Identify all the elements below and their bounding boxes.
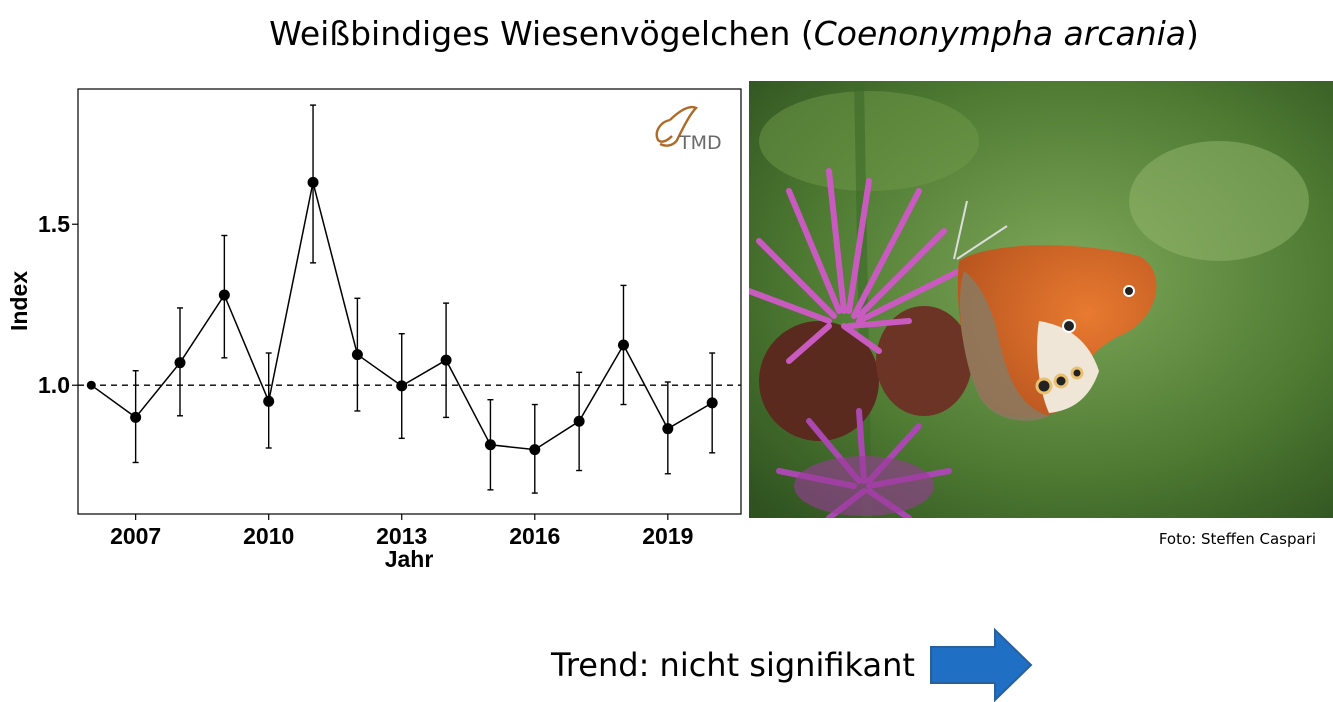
page-title: Weißbindiges Wiesenvögelchen (Coenonymph… [0,14,1333,53]
trend-indicator: Trend: nicht signifikant [551,628,1033,702]
x-tick-label: 2019 [642,523,693,549]
data-point [307,176,319,188]
x-tick-label: 2007 [110,523,161,549]
data-point [706,397,718,409]
flower-head-icon [749,168,982,518]
plot-frame [77,88,742,515]
data-point [573,415,585,427]
trend-label: Trend: nicht signifikant [551,646,915,684]
tmd-logo: TMD [655,105,722,154]
butterfly-icon [953,200,1157,421]
data-point [130,411,142,423]
y-axis-label: Index [6,271,32,331]
title-species: Coenonympha arcania [813,14,1186,53]
logo-text: TMD [678,132,722,154]
title-suffix: ) [1186,14,1199,53]
data-point [440,354,452,366]
data-point [396,380,408,392]
data-point [351,349,363,361]
title-prefix: Weißbindiges Wiesenvögelchen ( [269,14,814,53]
trend-arrow-icon [929,628,1033,702]
x-tick-label: 2016 [509,523,560,549]
butterfly-photo [749,81,1333,518]
data-point [484,439,496,451]
butterfly-logo-icon [655,105,699,147]
photo-credit: Foto: Steffen Caspari [1158,530,1316,548]
data-point [662,423,674,435]
data-point [617,339,629,351]
index-chart: 2007 2010 2013 2016 2019 1.0 1.5 TMD Jahr Ind… [6,88,742,572]
x-tick-label: 2010 [243,523,294,549]
y-tick-label: 1.0 [38,372,70,398]
data-point [218,289,230,301]
x-tick-label: 2013 [376,523,427,549]
data-point [174,357,186,369]
y-tick-label: 1.5 [38,211,70,237]
data-point [529,444,541,456]
x-axis-label: Jahr [385,546,434,572]
data-point [86,380,96,390]
data-point [263,395,275,407]
